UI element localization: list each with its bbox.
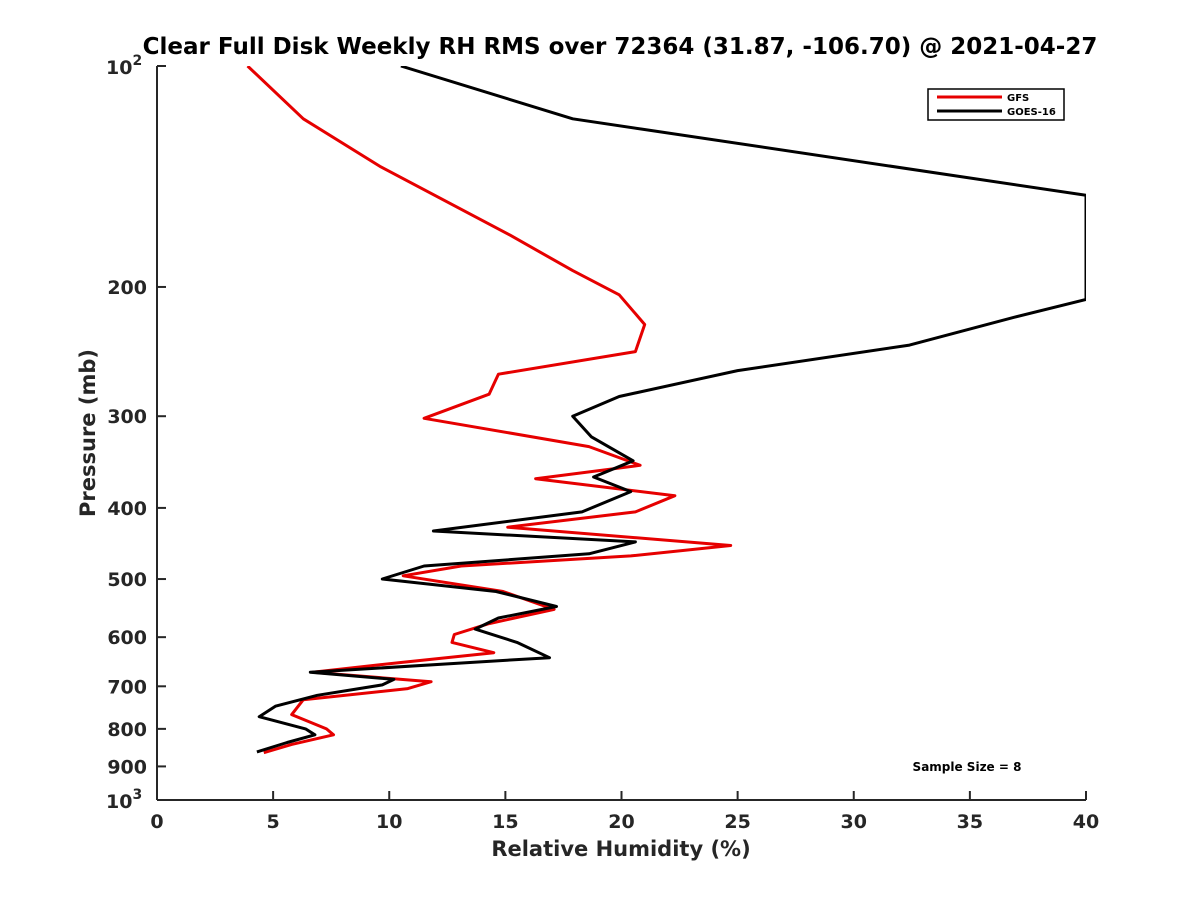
y-tick-label: 800: [107, 719, 147, 741]
ticks-layer: 0 5 10 15 20 25 30 35 40 200 300 400 500 600 700 800 900…: [106, 53, 1099, 833]
y-tick-label: 500: [107, 569, 147, 591]
series-layer: [246, 66, 1086, 755]
x-tick-label: 15: [492, 811, 518, 833]
y-tick-label: 400: [107, 498, 147, 520]
x-axis-label: Relative Humidity (%): [491, 837, 750, 861]
legend: GFS GOES-16: [927, 88, 1065, 121]
y-tick-label: 300: [107, 406, 147, 428]
legend-box: [927, 88, 1065, 121]
y-tick-label: 102: [106, 53, 142, 79]
x-tick-label: 20: [608, 811, 634, 833]
x-tick-label: 35: [957, 811, 983, 833]
x-tick-label: 30: [841, 811, 867, 833]
y-tick-label: 700: [107, 676, 147, 698]
y-tick-label: 600: [107, 627, 147, 649]
y-axis-label: Pressure (mb): [76, 349, 100, 517]
sample-size-note: Sample Size = 8: [913, 760, 1022, 774]
series-line-goes-16: [256, 66, 1086, 754]
axes-layer: [156, 66, 1086, 801]
x-tick-label: 25: [724, 811, 750, 833]
y-tick-label: 103: [106, 787, 142, 813]
chart-title: Clear Full Disk Weekly RH RMS over 72364…: [143, 34, 1098, 60]
y-tick-label: 900: [107, 756, 147, 778]
legend-label: GOES-16: [1007, 107, 1056, 118]
y-tick-label: 200: [107, 277, 147, 299]
legend-label: GFS: [1007, 93, 1029, 104]
x-tick-label: 10: [376, 811, 402, 833]
series-line-gfs: [246, 66, 733, 755]
x-tick-label: 40: [1073, 811, 1099, 833]
x-tick-label: 0: [150, 811, 163, 833]
x-tick-label: 5: [267, 811, 280, 833]
